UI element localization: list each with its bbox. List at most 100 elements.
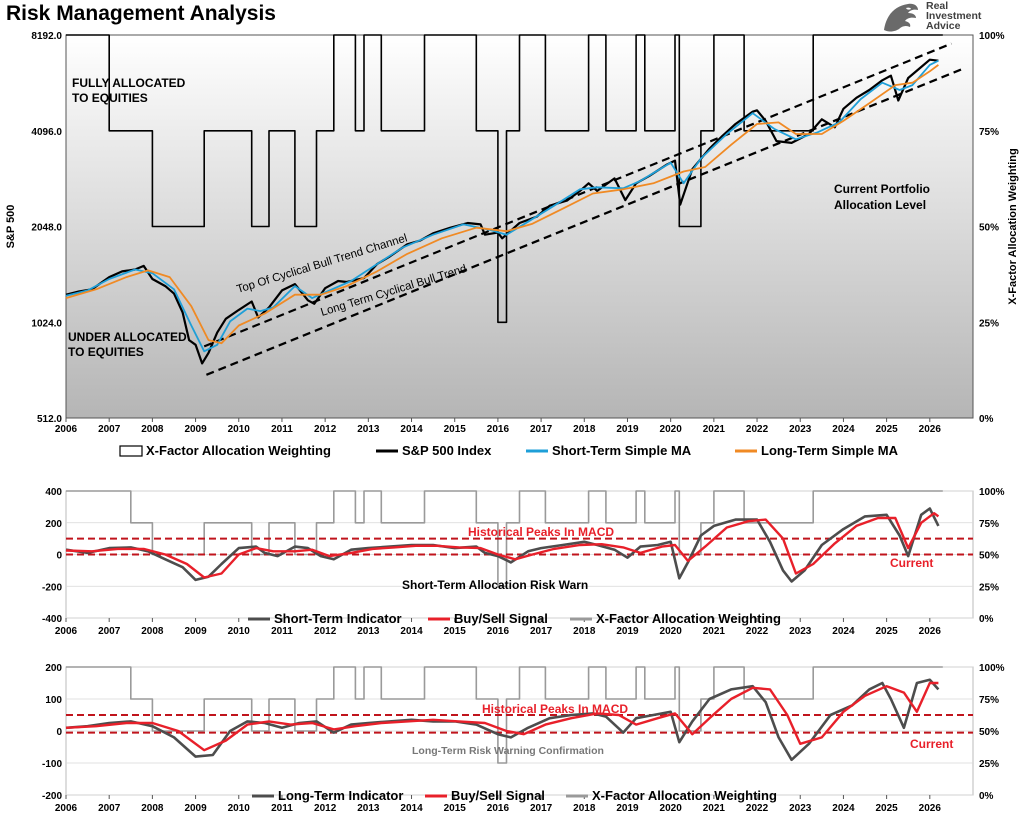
x-tick-label: 2020 <box>660 424 683 435</box>
x-tick-label: 2021 <box>703 803 726 814</box>
legend-label: Long-Term Simple MA <box>761 443 899 458</box>
y-tick-label: 200 <box>45 519 62 530</box>
y2-tick-label: 25% <box>979 318 999 329</box>
x-tick-label: 2010 <box>228 803 251 814</box>
x-tick-label: 2017 <box>530 424 553 435</box>
x-tick-label: 2006 <box>55 626 78 637</box>
x-tick-label: 2019 <box>616 424 639 435</box>
annotation-fully-allocated: TO EQUITIES <box>72 91 148 105</box>
x-tick-label: 2021 <box>703 424 726 435</box>
y-tick-label: -400 <box>42 614 62 625</box>
annotation-fully-allocated: FULLY ALLOCATED <box>72 76 186 90</box>
legend-label: Short-Term Simple MA <box>552 443 692 458</box>
y2-tick-label: 0% <box>979 414 994 425</box>
annotation-panel-title: Short-Term Allocation Risk Warn <box>402 578 588 592</box>
legend-swatch <box>119 445 143 457</box>
x-tick-label: 2007 <box>98 424 121 435</box>
y2-tick-label: 100% <box>979 663 1005 674</box>
page-title: Risk Management Analysis <box>6 2 276 25</box>
x-tick-label: 2022 <box>746 803 769 814</box>
x-tick-label: 2023 <box>789 424 812 435</box>
legend-label: Buy/Sell Signal <box>454 611 548 626</box>
x-tick-label: 2008 <box>141 424 164 435</box>
y-tick-label: -200 <box>42 791 62 802</box>
trend-line <box>205 68 963 376</box>
x-tick-label: 2023 <box>789 626 812 637</box>
y-tick-label: 200 <box>45 663 62 674</box>
signal-line <box>65 681 939 752</box>
logo-line: Investment <box>926 10 982 22</box>
annotation-macd-peaks: Historical Peaks In MACD <box>468 525 614 539</box>
eagle-head-icon <box>884 3 918 32</box>
y-tick-label: -100 <box>42 759 62 770</box>
annotation-current-portfolio: Allocation Level <box>834 198 926 212</box>
x-tick-label: 2018 <box>573 424 596 435</box>
x-tick-label: 2017 <box>530 626 553 637</box>
x-tick-label: 2006 <box>55 803 78 814</box>
x-tick-label: 2016 <box>487 424 510 435</box>
logo-text: Real Investment Advice <box>926 1 982 32</box>
indicator-line <box>65 678 940 762</box>
y-tick-label: 0 <box>56 727 62 738</box>
x-tick-label: 2007 <box>98 626 121 637</box>
x-tick-label: 2013 <box>357 803 380 814</box>
y-tick-label: 1024.0 <box>31 318 62 329</box>
x-tick-label: 2011 <box>271 424 293 435</box>
annotation-under-allocated: UNDER ALLOCATED <box>68 330 187 344</box>
x-tick-label: 2007 <box>98 803 121 814</box>
x-tick-label: 2018 <box>573 803 596 814</box>
y2-tick-label: 0% <box>979 614 994 625</box>
x-tick-label: 2015 <box>444 626 467 637</box>
y-axis-label: S&P 500 <box>5 205 17 249</box>
x-tick-label: 2009 <box>184 424 207 435</box>
x-tick-label: 2024 <box>832 424 855 435</box>
legend-label: Short-Term Indicator <box>274 611 402 626</box>
y2-tick-label: 50% <box>979 727 999 738</box>
x-tick-label: 2023 <box>789 803 812 814</box>
x-tick-label: 2011 <box>271 803 293 814</box>
x-tick-label: 2025 <box>875 424 898 435</box>
x-tick-label: 2012 <box>314 626 337 637</box>
y2-tick-label: 75% <box>979 519 999 530</box>
x-tick-label: 2026 <box>919 803 942 814</box>
x-tick-label: 2013 <box>357 626 380 637</box>
legend-label: X-Factor Allocation Weighting <box>146 443 331 458</box>
x-tick-label: 2019 <box>616 626 639 637</box>
y2-tick-label: 50% <box>979 551 999 562</box>
trend-line <box>203 42 952 348</box>
x-tick-label: 2008 <box>141 626 164 637</box>
x-tick-label: 2022 <box>746 424 769 435</box>
y-tick-label: 0 <box>56 551 62 562</box>
x-tick-label: 2017 <box>530 803 553 814</box>
annotation-macd-peaks: Historical Peaks In MACD <box>482 702 628 716</box>
x-tick-label: 2015 <box>444 424 467 435</box>
x-tick-label: 2009 <box>184 803 207 814</box>
annotation-under-allocated: TO EQUITIES <box>68 345 144 359</box>
x-tick-label: 2014 <box>400 803 423 814</box>
x-tick-label: 2022 <box>746 626 769 637</box>
legend-label: X-Factor Allocation Weighting <box>592 788 777 803</box>
x-tick-label: 2010 <box>228 424 251 435</box>
x-tick-label: 2014 <box>400 626 423 637</box>
y2-tick-label: 50% <box>979 223 999 234</box>
indicator-line <box>65 507 940 583</box>
y2-tick-label: 0% <box>979 791 994 802</box>
annotation-current: Current <box>910 737 953 751</box>
x-tick-label: 2015 <box>444 803 467 814</box>
x-tick-label: 2018 <box>573 626 596 637</box>
y2-tick-label: 25% <box>979 759 999 770</box>
x-tick-label: 2019 <box>616 803 639 814</box>
x-tick-label: 2025 <box>875 803 898 814</box>
x-tick-label: 2013 <box>357 424 380 435</box>
y-tick-label: 100 <box>45 695 62 706</box>
x-tick-label: 2021 <box>703 626 726 637</box>
x-tick-label: 2026 <box>919 626 942 637</box>
x-tick-label: 2024 <box>832 626 855 637</box>
y-tick-label: -200 <box>42 582 62 593</box>
x-tick-label: 2020 <box>660 626 683 637</box>
x-tick-label: 2012 <box>314 424 337 435</box>
x-tick-label: 2020 <box>660 803 683 814</box>
x-tick-label: 2010 <box>228 626 251 637</box>
y-tick-label: 400 <box>45 487 62 498</box>
